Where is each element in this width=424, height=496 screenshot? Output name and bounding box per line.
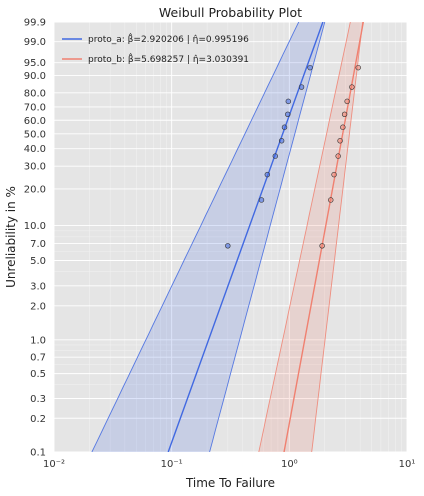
y-tick-label: 0.2 [30,414,46,425]
confidence-bound-0-0 [209,22,326,452]
confidence-band-1 [258,22,363,452]
fit-lines [91,22,365,452]
y-tick-label: 0.3 [30,394,46,405]
y-tick-label: 70.0 [24,102,46,113]
x-tick-label: 10⁻¹ [161,459,183,470]
data-point-0-8 [298,84,305,90]
y-tick-label: 99.0 [24,37,46,48]
y-tick-label: 99.9 [24,18,46,29]
confidence-band-0 [91,22,325,452]
y-tick-label: 50.0 [24,129,46,140]
y-axis-title: Unreliability in % [4,186,18,288]
fit-line-0 [167,22,324,452]
x-axis-title: Time To Failure [185,476,275,490]
y-tick-label: 40.0 [24,144,46,155]
data-point-1-6 [341,111,348,118]
legend-label-proto-a: proto_a: β̂=2.920206 | η̂=0.995196 [88,32,249,45]
grid-lines [53,21,408,453]
data-point-0-1 [258,197,265,203]
legend-label-proto-b: proto_b: β̂=5.698257 | η̂=3.030391 [88,52,249,65]
fit-line-1 [283,22,365,452]
y-tick-label: 0.5 [30,369,46,380]
y-tick-label: 0.1 [30,448,46,459]
y-tick-label: 95.0 [24,58,46,69]
y-tick-label: 7.0 [30,239,46,250]
y-tick-labels: 0.1 0.2 0.3 0.5 0.7 1.0 2.0 3.0 5.0 7.0 10.0 20.0 30… [24,18,46,459]
confidence-bound-1-0 [311,22,364,452]
y-tick-label: 80.0 [24,88,46,99]
confidence-bound-1-1 [258,22,351,452]
y-tick-label: 5.0 [30,256,46,267]
data-point-0-2 [264,171,271,178]
y-tick-label: 1.0 [30,335,46,346]
data-point-0-7 [285,98,292,105]
confidence-bands [91,22,363,452]
y-tick-label: 0.7 [30,353,46,364]
y-tick-label: 3.0 [30,281,46,292]
chart-title: Weibull Probability Plot [159,5,302,20]
x-tick-label: 10⁰ [281,459,298,470]
data-point-1-0 [319,243,325,249]
data-point-1-8 [349,84,355,90]
data-point-0-3 [272,153,279,159]
data-point-1-2 [331,171,337,178]
data-point-1-9 [355,64,361,71]
data-point-1-4 [337,138,343,144]
y-tick-label: 20.0 [24,184,46,195]
y-tick-label: 60.0 [24,116,46,127]
data-points [225,64,361,249]
legend: proto_a: β̂=2.920206 | η̂=0.995196 proto… [62,32,249,65]
y-tick-label: 90.0 [24,71,46,82]
data-point-1-5 [340,124,346,130]
data-point-1-3 [335,153,341,159]
data-point-0-4 [278,138,285,144]
y-tick-label: 2.0 [30,301,46,312]
data-point-0-5 [281,124,288,130]
x-tick-label: 10⁻² [43,459,65,470]
confidence-bound-0-1 [91,22,300,452]
data-point-0-0 [225,243,231,249]
data-point-0-9 [307,64,313,71]
data-point-1-1 [328,197,334,203]
y-tick-label: 30.0 [24,162,46,173]
x-tick-labels: 10⁻² 10⁻¹ 10⁰ 10¹ [43,459,415,470]
data-point-1-7 [344,98,350,105]
data-point-0-6 [285,111,291,118]
y-tick-label: 10.0 [24,221,46,232]
x-tick-label: 10¹ [399,459,416,470]
